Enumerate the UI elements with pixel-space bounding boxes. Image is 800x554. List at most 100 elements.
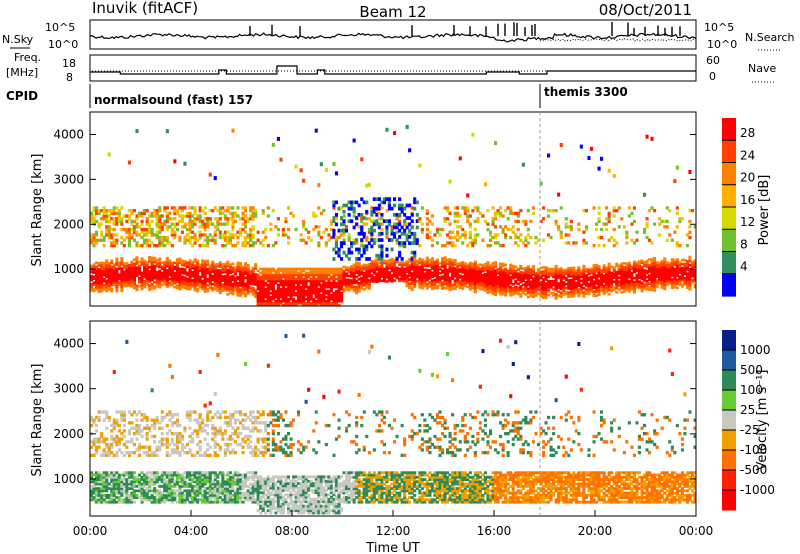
velocity-cell bbox=[112, 480, 116, 484]
power-cell bbox=[430, 244, 434, 248]
power-cell bbox=[92, 219, 96, 224]
power-cell bbox=[466, 269, 470, 273]
power-cell bbox=[115, 241, 119, 245]
power-cell bbox=[456, 270, 460, 274]
power-cell bbox=[173, 273, 177, 277]
velocity-cell bbox=[110, 500, 114, 504]
velocity-cell bbox=[110, 451, 114, 455]
power-cell bbox=[632, 241, 636, 245]
power-cell bbox=[519, 273, 523, 276]
power-cell bbox=[95, 279, 99, 283]
power-cell bbox=[438, 227, 442, 232]
power-cell bbox=[382, 275, 386, 279]
power-cell bbox=[196, 273, 200, 277]
power-cell bbox=[193, 284, 197, 288]
power-cell bbox=[292, 281, 296, 285]
power-cell bbox=[531, 206, 535, 210]
power-cell bbox=[304, 241, 308, 245]
power-cell bbox=[435, 266, 439, 270]
power-cell bbox=[524, 289, 528, 292]
power-cell bbox=[461, 285, 465, 288]
power-cell bbox=[246, 274, 250, 277]
power-cell bbox=[632, 270, 636, 274]
power-cell bbox=[244, 209, 248, 213]
power-cell bbox=[267, 308, 270, 311]
power-cell bbox=[165, 238, 169, 242]
power-cell bbox=[691, 275, 695, 278]
power-cell bbox=[226, 270, 230, 274]
power-cell bbox=[600, 275, 604, 278]
power-cell bbox=[494, 233, 498, 237]
power-cell bbox=[377, 267, 381, 270]
power-cell bbox=[377, 244, 381, 249]
power-cell bbox=[413, 271, 417, 274]
velocity-cell bbox=[130, 471, 134, 475]
power-cell bbox=[395, 266, 399, 270]
power-cell bbox=[312, 312, 315, 315]
power-cell bbox=[228, 277, 232, 281]
power-cell bbox=[90, 233, 94, 237]
power-cell bbox=[148, 286, 152, 289]
power-cell bbox=[350, 200, 354, 205]
power-cell bbox=[127, 160, 131, 165]
power-cell bbox=[382, 219, 386, 223]
power-cell bbox=[226, 241, 230, 245]
power-cell bbox=[365, 272, 369, 275]
power-cell bbox=[307, 279, 311, 283]
power-cell bbox=[451, 287, 455, 291]
power-cell bbox=[319, 297, 323, 301]
power-cell bbox=[612, 280, 616, 284]
power-cell bbox=[390, 247, 394, 252]
power-cell bbox=[405, 274, 409, 278]
power-cell bbox=[489, 244, 493, 248]
power-cell bbox=[673, 259, 677, 262]
power-cell bbox=[261, 275, 265, 279]
power-cell bbox=[244, 282, 248, 286]
power-cell bbox=[340, 308, 343, 311]
power-cell bbox=[337, 297, 341, 301]
power-cell bbox=[92, 269, 96, 272]
velocity-cell bbox=[122, 471, 126, 475]
velocity-cell bbox=[110, 423, 114, 428]
power-cell bbox=[100, 275, 104, 279]
power-cell bbox=[140, 277, 144, 281]
power-cell bbox=[648, 238, 652, 242]
power-cell bbox=[509, 285, 513, 289]
power-cell bbox=[305, 308, 308, 311]
velocity-cell bbox=[115, 482, 119, 486]
velocity-cell bbox=[127, 473, 131, 477]
power-cell bbox=[135, 217, 139, 221]
power-cell bbox=[340, 297, 344, 301]
power-cell bbox=[509, 292, 513, 295]
velocity-cell bbox=[115, 489, 119, 493]
velocity-cell bbox=[112, 496, 116, 499]
power-cell bbox=[617, 270, 621, 273]
power-cell bbox=[352, 281, 356, 285]
power-cell bbox=[287, 297, 291, 301]
power-cell bbox=[387, 238, 391, 242]
velocity-cell bbox=[110, 493, 114, 497]
power-cell bbox=[295, 308, 298, 311]
power-cell bbox=[615, 272, 619, 276]
power-cell bbox=[635, 238, 639, 242]
power-cell bbox=[277, 312, 280, 315]
power-cell bbox=[602, 268, 606, 271]
power-cell bbox=[547, 273, 551, 277]
power-cell bbox=[140, 273, 144, 277]
power-cell bbox=[552, 293, 556, 297]
power-cell bbox=[297, 281, 301, 285]
velocity-cell bbox=[138, 480, 142, 484]
power-cell bbox=[347, 257, 351, 261]
velocity-cell bbox=[127, 440, 131, 444]
power-cell bbox=[342, 219, 346, 223]
power-cell bbox=[559, 279, 563, 282]
power-cell bbox=[536, 276, 540, 279]
power-cell bbox=[615, 241, 619, 245]
power-cell bbox=[519, 238, 523, 242]
power-cell bbox=[160, 271, 164, 275]
power-cell bbox=[244, 262, 248, 265]
velocity-cell bbox=[122, 478, 126, 481]
power-cell bbox=[658, 277, 662, 281]
power-cell bbox=[446, 258, 450, 262]
power-cell bbox=[375, 280, 379, 283]
